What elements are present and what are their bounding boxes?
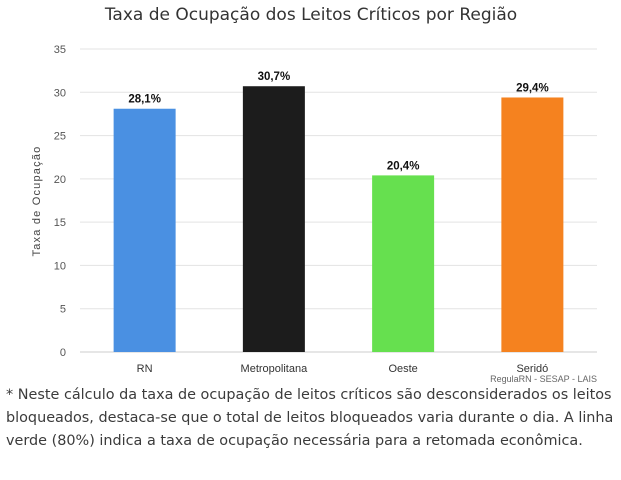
y-tick-label: 15	[54, 217, 66, 229]
footnote: * Neste cálculo da taxa de ocupação de l…	[6, 387, 614, 449]
data-label: 28,1%	[128, 94, 161, 106]
y-axis-ticks: 0 5 10 15 20 25 30 35	[54, 44, 66, 359]
data-label: 29,4%	[516, 82, 549, 94]
bar	[242, 86, 305, 353]
data-label: 30,7%	[258, 71, 291, 83]
y-axis-label: Taxa de Ocupação	[31, 146, 43, 257]
bars	[113, 86, 564, 353]
chart-title: Taxa de Ocupação dos Leitos Críticos por…	[104, 5, 517, 25]
y-tick-label: 0	[60, 347, 66, 359]
y-tick-label: 35	[54, 44, 66, 56]
y-tick-label: 20	[54, 174, 66, 186]
y-tick-label: 5	[60, 304, 66, 316]
x-axis-categories: RN Metropolitana Oeste Seridó	[137, 363, 549, 375]
y-tick-label: 30	[54, 87, 66, 99]
bar	[501, 97, 564, 352]
chart-credit: RegulaRN - SESAP - LAIS	[490, 374, 597, 384]
bar-chart: Taxa de Ocupação dos Leitos Críticos por…	[31, 5, 597, 384]
y-tick-label: 25	[54, 131, 66, 143]
x-category-label: Oeste	[388, 363, 417, 375]
data-labels: 28,1% 30,7% 20,4% 29,4%	[128, 71, 548, 172]
y-tick-label: 10	[54, 260, 66, 272]
bar	[113, 108, 176, 352]
x-category-label: Seridó	[516, 363, 548, 375]
data-label: 20,4%	[387, 160, 420, 172]
x-category-label: Metropolitana	[241, 363, 309, 375]
x-category-label: RN	[137, 363, 153, 375]
bar	[372, 175, 435, 352]
